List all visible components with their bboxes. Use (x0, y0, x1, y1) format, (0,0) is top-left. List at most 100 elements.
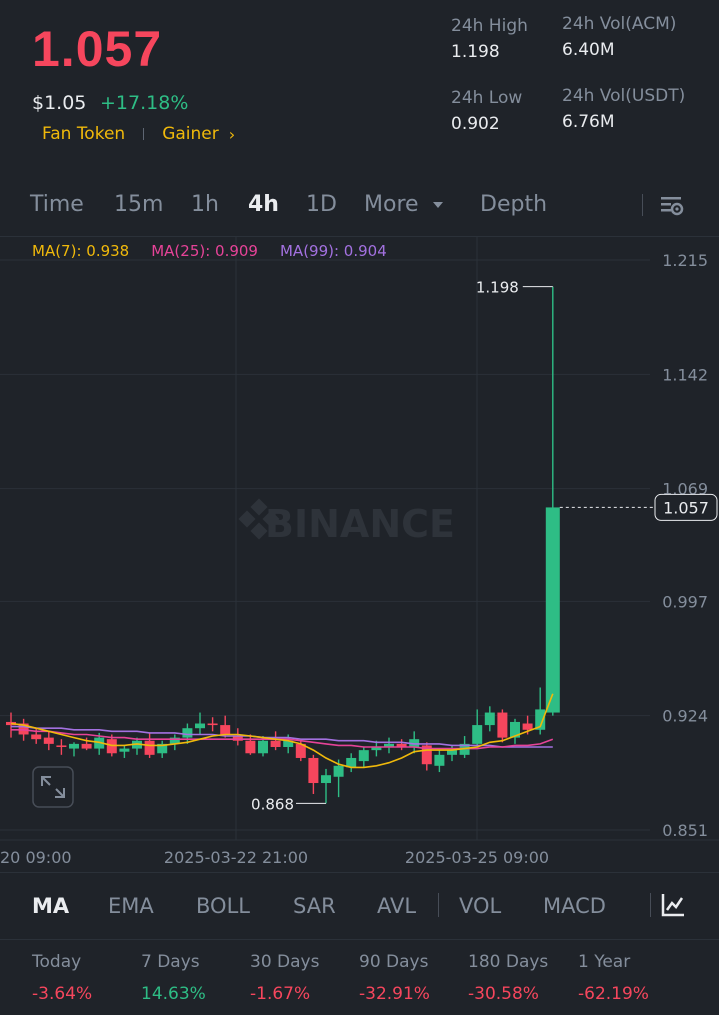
indicator-vol[interactable]: VOL (459, 894, 502, 918)
candle-body (245, 740, 256, 754)
candle-body (69, 743, 79, 749)
candle-body (106, 739, 117, 754)
stat-value: 6.76M (562, 112, 615, 132)
candle-body (283, 740, 294, 748)
candle-body (119, 748, 130, 752)
indicator-boll[interactable]: BOLL (196, 894, 250, 918)
perf-30d: 30 Days -1.67% (250, 952, 319, 1004)
fullscreen-button (32, 766, 74, 808)
candle-body (220, 725, 231, 735)
tab-time[interactable]: Time (30, 192, 84, 217)
ticker-header: 1.057 $1.05 +17.18% Fan Token Gainer › 2… (0, 0, 719, 180)
tab-more-label: More (364, 192, 419, 217)
chevron-right-icon[interactable]: › (228, 124, 236, 144)
perf-180d: 180 Days -30.58% (468, 952, 548, 1004)
x-tick-label: 20 09:00 (0, 848, 72, 867)
perf-value: -1.67% (250, 984, 311, 1004)
token-tags: Fan Token Gainer › (42, 124, 235, 144)
candle-body (522, 723, 533, 730)
perf-1y: 1 Year -62.19% (578, 952, 649, 1004)
candlestick-chart[interactable]: 1.215 1.142 1.069 0.997 0.924 0.851 20 09:00 20… (0, 236, 719, 872)
perf-label: Today (32, 952, 82, 972)
y-tick-label: 1.142 (662, 365, 708, 384)
candle-body (81, 743, 92, 749)
candle-body (346, 757, 357, 768)
indicator-settings-icon[interactable] (660, 892, 686, 918)
perf-value: -3.64% (32, 984, 93, 1004)
caret-down-icon (432, 202, 443, 208)
perf-90d: 90 Days -32.91% (359, 952, 430, 1004)
candle-body (308, 757, 319, 784)
candle-body (43, 737, 54, 744)
candle-body (484, 712, 495, 726)
stat-label: 24h High (451, 16, 528, 36)
tag-gainer[interactable]: Gainer (162, 124, 219, 144)
perf-value: -30.58% (468, 984, 539, 1004)
tab-more[interactable]: More (364, 192, 444, 217)
stat-value: 1.198 (451, 42, 500, 62)
stat-label: 24h Vol(USDT) (562, 86, 686, 106)
ma-legend: MA(7): 0.938 MA(25): 0.909 MA(99): 0.904 (32, 242, 387, 260)
change-percent: +17.18% (100, 92, 189, 114)
candle-body (56, 745, 67, 748)
stat-label: 24h Low (451, 88, 523, 108)
candle-body (396, 743, 407, 748)
low-marker-label: 0.868 (251, 795, 294, 813)
stat-24h-high: 24h High 1.198 (451, 16, 528, 62)
indicator-avl[interactable]: AVL (377, 894, 417, 918)
candle-body (421, 745, 432, 765)
candle-body (258, 740, 268, 754)
candle-body (545, 507, 560, 713)
indicator-ma[interactable]: MA (32, 894, 70, 918)
stat-label: 24h Vol(ACM) (562, 14, 677, 34)
current-price-tag (654, 493, 718, 521)
indicator-sar[interactable]: SAR (293, 894, 336, 918)
tab-15m[interactable]: 15m (114, 192, 164, 217)
candle-body (510, 721, 520, 738)
stat-value: 0.902 (451, 114, 500, 134)
indicator-ema[interactable]: EMA (108, 894, 154, 918)
indicator-divider (650, 893, 651, 917)
tab-1d[interactable]: 1D (306, 192, 337, 217)
last-price: 1.057 (32, 21, 163, 77)
candle-body (232, 736, 243, 741)
perf-value: -32.91% (359, 984, 430, 1004)
perf-value: -62.19% (578, 984, 649, 1004)
candle-body (207, 723, 218, 726)
expand-icon (41, 776, 65, 798)
candle-body (195, 723, 205, 729)
tab-4h[interactable]: 4h (248, 192, 279, 217)
perf-value: 14.63% (141, 984, 206, 1004)
tab-1h[interactable]: 1h (191, 192, 219, 217)
ma25-value: MA(25): 0.909 (151, 242, 258, 260)
y-tick-label: 0.997 (662, 592, 708, 611)
tab-depth[interactable]: Depth (480, 192, 548, 217)
perf-label: 30 Days (250, 952, 320, 972)
candle-body (409, 739, 420, 748)
candle-body (169, 737, 180, 744)
perf-today: Today -3.64% (32, 952, 92, 1004)
tag-divider (143, 128, 145, 140)
stat-24h-low: 24h Low 0.902 (451, 88, 522, 134)
candle-body (472, 725, 483, 744)
candle-body (157, 743, 168, 754)
usd-price: $1.05 (32, 92, 87, 114)
candle-body (333, 765, 344, 777)
candle-body (434, 754, 445, 766)
tabs-divider (642, 194, 643, 216)
candle-body (358, 750, 369, 762)
tag-fan-token[interactable]: Fan Token (42, 124, 126, 144)
perf-label: 90 Days (359, 952, 429, 972)
candle-body (31, 734, 42, 740)
candle-body (371, 747, 382, 751)
stat-24h-vol-base: 24h Vol(ACM) 6.40M (562, 14, 676, 60)
x-tick-label: 2025-03-25 09:00 (405, 848, 549, 867)
indicator-bar: MA EMA BOLL SAR AVL VOL MACD (0, 872, 719, 940)
chart-settings-icon[interactable] (658, 192, 686, 220)
indicator-divider (438, 893, 439, 917)
indicator-macd[interactable]: MACD (543, 894, 606, 918)
high-marker-label: 1.198 (476, 279, 519, 297)
stat-value: 6.40M (562, 40, 615, 60)
binance-watermark: BINANCE (265, 502, 455, 546)
candle-body (295, 743, 306, 758)
